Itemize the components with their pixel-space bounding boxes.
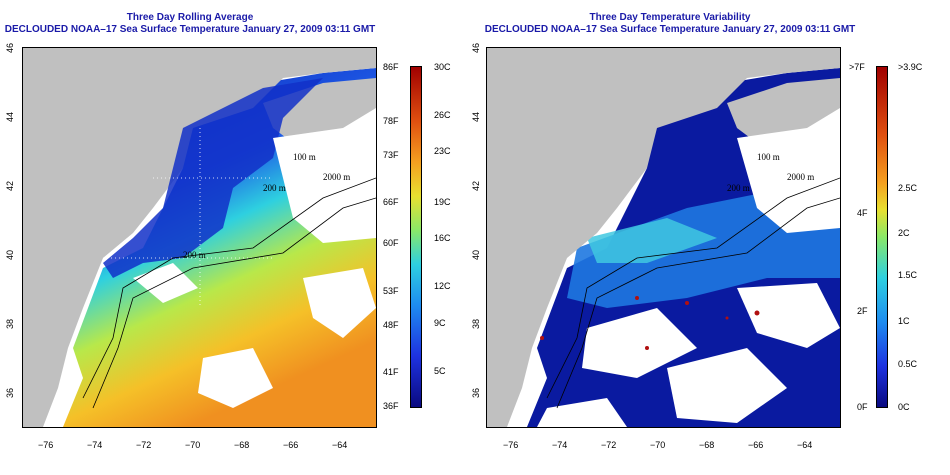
cbar-label-f: 2F	[857, 306, 868, 316]
y-tick: 40	[471, 250, 481, 261]
cbar-label-c: 0.5C	[898, 359, 918, 369]
y-tick: 40	[5, 250, 15, 261]
cbar-label-f: 78F	[383, 116, 399, 126]
cbar-label-f: 4F	[857, 208, 868, 218]
cloud-patch	[198, 348, 273, 408]
right-panel: Three Day Temperature Variability DECLOU…	[471, 0, 950, 475]
land-mass	[23, 48, 376, 427]
x-tick: −64	[332, 440, 348, 450]
y-tick: 36	[471, 388, 481, 399]
x-tick: −76	[38, 440, 54, 450]
y-tick: 38	[471, 319, 481, 330]
cbar-label-f: 66F	[383, 197, 399, 207]
cbar-label-c: 12C	[434, 281, 451, 291]
sst-average-map: 100 m 200 m 2000 m 200 m	[22, 47, 377, 428]
y-tick: 42	[471, 181, 481, 192]
y-tick: 46	[5, 43, 15, 54]
y-tick: 36	[5, 388, 15, 399]
variability-colorbar	[876, 66, 888, 408]
y-tick: 44	[471, 112, 481, 123]
y-tick: 38	[5, 319, 15, 330]
cbar-label-c: 9C	[434, 318, 446, 328]
cloud-patch	[582, 308, 697, 378]
cbar-label-f: 73F	[383, 150, 399, 160]
x-tick: −68	[699, 440, 715, 450]
x-tick: −74	[87, 440, 103, 450]
cbar-label-f: 53F	[383, 286, 399, 296]
cbar-label-f: 0F	[857, 402, 868, 412]
cloud-patch	[133, 263, 198, 303]
cbar-label-f: 41F	[383, 367, 399, 377]
cbar-label-c: 30C	[434, 62, 451, 72]
x-tick: −74	[552, 440, 568, 450]
y-tick: 42	[5, 181, 15, 192]
x-tick: −70	[185, 440, 201, 450]
x-tick: −64	[797, 440, 813, 450]
x-tick: −66	[283, 440, 299, 450]
cloud-patch	[537, 398, 627, 427]
cbar-label-c: 5C	[434, 366, 446, 376]
high-variability-patch	[587, 218, 717, 263]
sst-colorbar	[410, 66, 422, 408]
cbar-label-c: 1.5C	[898, 270, 918, 280]
sst-variability-map: 100 m 200 m 2000 m	[486, 47, 841, 428]
x-tick: −72	[136, 440, 152, 450]
contour-label: 100 m	[757, 152, 780, 162]
cbar-label-f: >7F	[849, 62, 865, 72]
cbar-label-f: 60F	[383, 238, 399, 248]
contour-label: 2000 m	[323, 172, 350, 182]
cbar-label-f: 48F	[383, 320, 399, 330]
left-title-line1: Three Day Rolling Average	[126, 12, 254, 23]
cbar-label-c: 19C	[434, 197, 451, 207]
x-tick: −66	[748, 440, 764, 450]
contour-label: 200 m	[183, 250, 206, 260]
left-panel: Three Day Rolling Average DECLOUDED NOAA…	[4, 12, 451, 450]
contour-label: 200 m	[263, 183, 286, 193]
cbar-label-c: 0C	[898, 402, 910, 412]
contour-label: 100 m	[293, 152, 316, 162]
cbar-label-c: 16C	[434, 233, 451, 243]
cloud-patch	[273, 108, 376, 243]
cbar-label-f: 86F	[383, 62, 399, 72]
x-tick: −72	[601, 440, 617, 450]
right-title-line1: Three Day Temperature Variability	[589, 12, 751, 23]
cbar-label-c: 2.5C	[898, 183, 918, 193]
right-title-line2: DECLOUDED NOAA–17 Sea Surface Temperatur…	[484, 24, 856, 35]
cbar-label-f: 36F	[383, 401, 399, 411]
cbar-label-c: 23C	[434, 146, 451, 156]
cbar-label-c: 26C	[434, 110, 451, 120]
cbar-label-c: >3.9C	[898, 62, 923, 72]
cbar-label-c: 2C	[898, 228, 910, 238]
x-tick: −68	[234, 440, 250, 450]
land-mass	[487, 48, 840, 427]
x-tick: −76	[503, 440, 519, 450]
y-tick: 44	[5, 112, 15, 123]
cloud-patch	[737, 283, 840, 348]
cbar-label-c: 1C	[898, 316, 910, 326]
contour-label: 200 m	[727, 183, 750, 193]
x-tick: −70	[650, 440, 666, 450]
cloud-patch	[737, 108, 840, 233]
contour-label: 2000 m	[787, 172, 814, 182]
cloud-patch	[667, 348, 787, 423]
cloud-patch	[303, 268, 376, 338]
y-tick: 46	[471, 43, 481, 54]
left-title-line2: DECLOUDED NOAA–17 Sea Surface Temperatur…	[4, 24, 376, 35]
